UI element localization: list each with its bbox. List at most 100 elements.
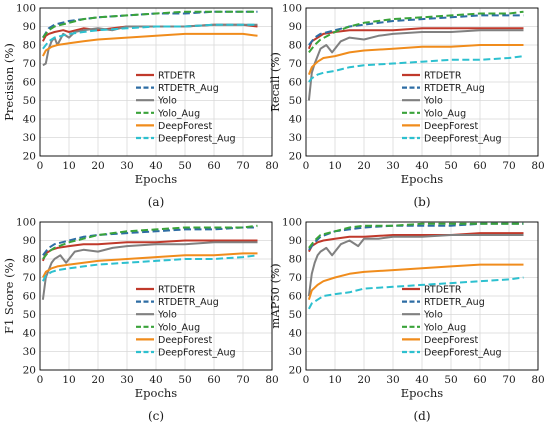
x-axis-label: Epochs: [401, 172, 444, 186]
series-line-rtdetr-aug: [308, 14, 524, 46]
legend-label: RTDETR_Aug: [158, 83, 219, 94]
legend-label: DeepForest: [424, 121, 478, 132]
series-line-deepforest: [307, 44, 524, 75]
y-tick-label: 100: [282, 3, 302, 15]
x-tick-label: 10: [62, 374, 75, 386]
plot-frame: [305, 221, 539, 371]
legend-label: RTDETR: [424, 285, 462, 296]
x-tick-label: 0: [303, 160, 310, 172]
y-axis-label: mAP50 (%): [268, 263, 282, 328]
series-line-deepforest-aug: [42, 23, 258, 50]
y-tick-label: 90: [289, 21, 302, 33]
x-tick-label: 70: [236, 374, 249, 386]
legend-label: RTDETR: [158, 71, 196, 82]
x-tick-label: 50: [444, 374, 457, 386]
y-tick-label: 60: [289, 291, 302, 303]
legend-label: Yolo: [423, 96, 443, 107]
x-tick-label: 40: [149, 160, 162, 172]
y-tick-label: 40: [23, 328, 36, 340]
x-tick-label: 10: [328, 160, 341, 172]
y-tick-label: 90: [289, 235, 302, 247]
x-tick-label: 40: [149, 374, 162, 386]
chart-panel-3: 20 30 40 50 60 70 80 90 100 0 10 20 30 40 50 60 70 80 RTDE…: [2, 217, 279, 424]
legend-label: DeepForest_Aug: [424, 134, 502, 145]
x-tick-label: 30: [386, 160, 399, 172]
y-tick-label: 80: [289, 254, 302, 266]
legend-label: DeepForest_Aug: [158, 134, 236, 145]
y-tick-label: 60: [23, 77, 36, 89]
legend-label: Yolo_Aug: [157, 108, 200, 119]
y-tick-label: 30: [23, 346, 36, 358]
series-line-yolo-aug: [308, 222, 524, 249]
legend-label: RTDETR: [158, 285, 196, 296]
series-line-deepforest: [42, 252, 258, 278]
panel-label: (b): [413, 195, 430, 209]
y-tick-label: 60: [289, 77, 302, 89]
series-line-deepforest: [42, 32, 258, 57]
x-tick-label: 80: [531, 374, 544, 386]
plot-frame: [39, 7, 273, 157]
legend-label: RTDETR_Aug: [424, 83, 485, 94]
x-tick-label: 60: [207, 160, 220, 172]
x-tick-label: 50: [178, 374, 191, 386]
legend-label: RTDETR_Aug: [158, 297, 219, 308]
legend-label: Yolo_Aug: [157, 322, 200, 333]
legend-label: Yolo_Aug: [423, 108, 466, 119]
y-tick-label: 100: [282, 217, 302, 229]
legend-label: Yolo: [157, 310, 177, 321]
y-tick-label: 30: [289, 132, 302, 144]
series-line-yolo: [307, 234, 524, 297]
series-line-yolo-aug: [42, 10, 258, 39]
y-tick-label: 100: [16, 3, 36, 15]
x-axis-label: Epochs: [135, 172, 178, 186]
plot-frame: [39, 221, 273, 371]
x-tick-label: 0: [37, 160, 44, 172]
series-line-yolo: [41, 241, 258, 300]
legend-label: RTDETR: [424, 71, 462, 82]
y-tick-label: 70: [23, 272, 36, 284]
x-tick-label: 40: [415, 374, 428, 386]
series-line-deepforest-aug: [42, 254, 258, 282]
series-line-deepforest: [307, 263, 524, 300]
y-tick-label: 30: [289, 346, 302, 358]
y-tick-label: 70: [289, 272, 302, 284]
x-tick-label: 50: [178, 160, 191, 172]
series-line-rtdetr: [307, 27, 524, 50]
x-axis-label: Epochs: [401, 386, 444, 400]
y-tick-label: 90: [23, 235, 36, 247]
x-tick-label: 80: [265, 374, 278, 386]
y-tick-label: 90: [23, 21, 36, 33]
legend-label: DeepForest: [158, 335, 212, 346]
y-tick-label: 20: [289, 151, 302, 163]
x-tick-label: 20: [357, 160, 370, 172]
y-tick-label: 50: [289, 95, 302, 107]
panel-label: (d): [413, 409, 430, 423]
x-tick-label: 20: [91, 374, 104, 386]
legend-label: Yolo_Aug: [423, 322, 466, 333]
x-tick-label: 80: [265, 160, 278, 172]
x-tick-label: 30: [120, 160, 133, 172]
x-tick-label: 0: [303, 374, 310, 386]
chart-panel-2: 20 30 40 50 60 70 80 90 100 0 10 20 30 40 50 60 70 80 RTDE…: [268, 3, 545, 210]
y-tick-label: 80: [23, 254, 36, 266]
legend-label: DeepForest_Aug: [158, 348, 236, 359]
legend-label: RTDETR_Aug: [424, 297, 485, 308]
x-tick-label: 0: [37, 374, 44, 386]
x-tick-label: 30: [120, 374, 133, 386]
y-tick-label: 70: [23, 58, 36, 70]
y-axis-label: Recall (%): [268, 52, 282, 112]
x-tick-label: 70: [502, 160, 515, 172]
x-tick-label: 60: [473, 374, 486, 386]
series-line-yolo: [307, 29, 524, 101]
panel-label: (c): [148, 409, 164, 423]
y-tick-label: 80: [289, 40, 302, 52]
x-tick-label: 70: [236, 160, 249, 172]
series-line-rtdetr: [308, 232, 524, 253]
y-tick-label: 70: [289, 58, 302, 70]
series-line-deepforest-aug: [308, 55, 524, 83]
x-tick-label: 20: [91, 160, 104, 172]
x-tick-label: 30: [386, 374, 399, 386]
legend-label: DeepForest: [158, 121, 212, 132]
x-tick-label: 10: [62, 160, 75, 172]
